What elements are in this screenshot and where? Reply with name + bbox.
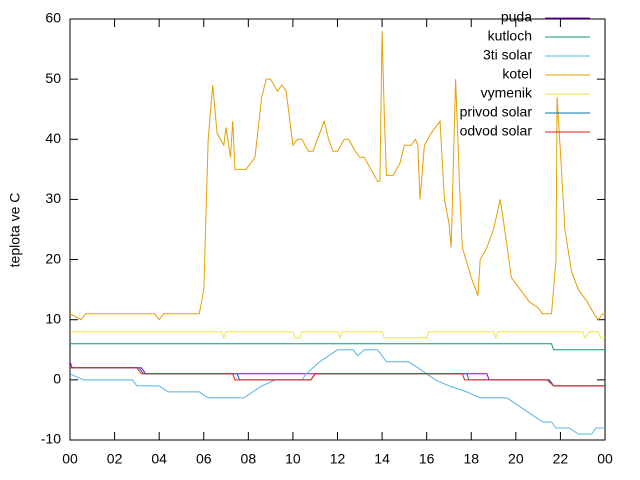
y-tick-label: 60 [45, 10, 61, 26]
x-tick-label: 22 [553, 451, 569, 467]
series-line [69, 349, 605, 435]
x-tick-label: 06 [196, 451, 212, 467]
y-tick-label: 30 [45, 190, 61, 206]
y-tick-label: 50 [45, 70, 61, 86]
x-tick-label: 12 [330, 451, 346, 467]
x-tick-label: 08 [241, 451, 257, 467]
legend-label: puda [501, 9, 532, 25]
series-line [70, 331, 605, 340]
x-tick-label: 04 [151, 451, 167, 467]
y-tick-label: 40 [45, 130, 61, 146]
legend-label: privod solar [460, 104, 533, 120]
series-line [69, 30, 605, 321]
x-tick-label: 20 [508, 451, 524, 467]
legend-label: kutloch [488, 28, 532, 44]
y-tick-label: -10 [41, 431, 61, 447]
x-tick-label: 00 [597, 451, 613, 467]
series-line [70, 367, 605, 387]
x-tick-label: 14 [374, 451, 390, 467]
x-tick-label: 18 [463, 451, 479, 467]
legend-label: 3ti solar [483, 47, 532, 63]
plot-frame [69, 18, 606, 441]
series-line [70, 367, 605, 387]
y-tick-label: 0 [53, 371, 61, 387]
x-tick-label: 02 [107, 451, 123, 467]
y-tick-label: 20 [45, 250, 61, 266]
y-tick-label: 10 [45, 310, 61, 326]
x-tick-label: 00 [62, 451, 78, 467]
legend-label: kotel [502, 66, 532, 82]
x-tick-label: 10 [285, 451, 301, 467]
series-line [70, 343, 605, 351]
x-tick-label: 16 [419, 451, 435, 467]
legend-label: vymenik [481, 85, 533, 101]
y-axis-label: teplota ve C [7, 193, 23, 268]
legend-label: odvod solar [460, 123, 533, 139]
